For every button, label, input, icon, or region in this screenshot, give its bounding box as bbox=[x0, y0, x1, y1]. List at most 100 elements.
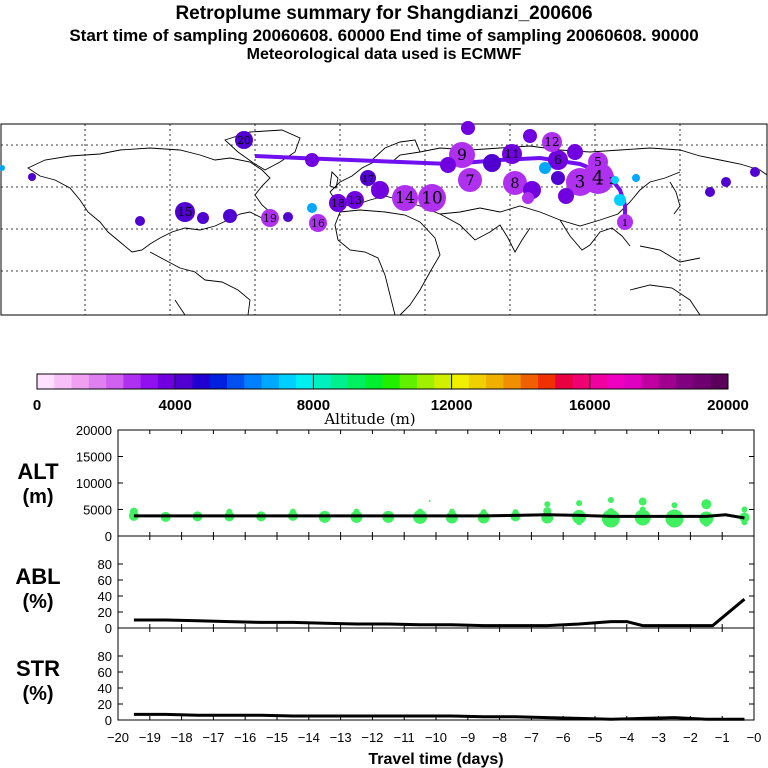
x-tick-label: −20 bbox=[107, 730, 129, 745]
plume-circle bbox=[551, 171, 565, 185]
series-line bbox=[133, 712, 745, 721]
colorbar-cell bbox=[313, 374, 332, 389]
trajectory-path bbox=[254, 154, 627, 222]
map-frame bbox=[0, 123, 768, 316]
y-tick-label: 15000 bbox=[76, 450, 112, 465]
y-tick-label: 60 bbox=[98, 665, 112, 680]
colorbar-cell bbox=[71, 374, 90, 389]
series-line bbox=[133, 598, 746, 628]
altitude-dot bbox=[607, 496, 614, 503]
colorbar-cell bbox=[399, 374, 418, 389]
y-tick-label: 60 bbox=[98, 573, 112, 588]
plume-circle bbox=[588, 152, 608, 172]
plume-circle bbox=[617, 214, 633, 230]
colorbar-cell bbox=[278, 374, 297, 389]
x-tick-label: −11 bbox=[394, 730, 415, 745]
plume-day-label: 11 bbox=[504, 147, 519, 161]
altitude-colorbar: 0 4000 8000 12000 16000 20000 Altitude (m) bbox=[33, 373, 749, 428]
altitude-dot bbox=[601, 509, 620, 528]
colorbar-cell bbox=[261, 374, 280, 389]
colorbar-cell bbox=[37, 374, 55, 389]
colorbar-title: Altitude (m) bbox=[323, 410, 415, 428]
colorbar-cell bbox=[209, 374, 228, 389]
x-tick-label: −0 bbox=[747, 730, 762, 745]
x-tick-label: −12 bbox=[361, 730, 383, 745]
altitude-dot bbox=[638, 497, 647, 506]
y-tick-label: 80 bbox=[98, 649, 112, 664]
plume-circle bbox=[614, 194, 626, 206]
plume-day-label: 1 bbox=[622, 218, 628, 229]
altitude-dot bbox=[428, 500, 431, 503]
colorbar-tick-label: 8000 bbox=[297, 397, 330, 414]
plume-circle bbox=[371, 181, 389, 199]
colorbar-cell bbox=[555, 374, 574, 389]
time-series-panels: 05000100001500020000ALT(m)020406080ABL(%… bbox=[15, 423, 761, 768]
plume-centroids bbox=[0, 121, 760, 232]
colorbar-cell bbox=[658, 374, 677, 389]
colorbar-cell bbox=[192, 374, 211, 389]
plume-day-label: 19 bbox=[263, 212, 277, 225]
altitude-dot bbox=[544, 501, 551, 508]
colorbar-cell bbox=[641, 374, 660, 389]
x-tick-label: −13 bbox=[330, 730, 352, 745]
y-tick-label: 0 bbox=[105, 713, 112, 728]
panel-frame bbox=[117, 627, 755, 721]
plume-circle bbox=[261, 209, 279, 227]
plume-circle bbox=[360, 170, 376, 186]
plume-circle bbox=[483, 154, 501, 172]
colorbar-cell bbox=[88, 374, 107, 389]
plume-circle bbox=[503, 171, 527, 195]
colorbar-cell bbox=[607, 374, 625, 389]
plume-circle bbox=[458, 168, 482, 192]
colorbar-cell bbox=[624, 374, 643, 389]
meteorological-data-note: Meteorological data used is ECMWF bbox=[246, 46, 522, 63]
plume-day-label: 4 bbox=[592, 166, 604, 189]
colorbar-tick-label: 16000 bbox=[569, 397, 611, 414]
colorbar-cell bbox=[175, 374, 193, 389]
altitude-dot bbox=[665, 509, 684, 528]
colorbar-cell bbox=[227, 374, 245, 389]
plume-day-label: 5 bbox=[594, 155, 602, 169]
colorbar-cell bbox=[244, 374, 263, 389]
x-tick-label: −6 bbox=[556, 730, 571, 745]
plume-circle bbox=[522, 192, 534, 204]
y-tick-label: 5000 bbox=[83, 503, 112, 518]
plume-day-label: 13 bbox=[348, 194, 362, 207]
colorbar-cell bbox=[54, 374, 73, 389]
plume-day-label: 10 bbox=[421, 188, 442, 208]
panel-ylabel-units: (m) bbox=[22, 486, 53, 508]
plume-circle bbox=[197, 212, 209, 224]
colorbar-tick-label: 20000 bbox=[707, 397, 749, 414]
colorbar-cell bbox=[347, 374, 366, 389]
plume-day-label: 9 bbox=[457, 146, 467, 164]
y-tick-label: 20000 bbox=[76, 423, 112, 438]
colorbar-cell bbox=[296, 374, 314, 389]
panel-frame bbox=[117, 429, 755, 537]
plume-day-label: 14 bbox=[395, 189, 415, 207]
altitude-dot bbox=[699, 511, 714, 526]
y-tick-label: 20 bbox=[98, 697, 112, 712]
x-axis-label: Travel time (days) bbox=[368, 751, 503, 768]
plume-day-label: 18 bbox=[331, 197, 345, 210]
x-tick-label: −9 bbox=[460, 730, 475, 745]
panel-frame bbox=[117, 535, 755, 629]
x-tick-label: −15 bbox=[266, 730, 288, 745]
altitude-dot bbox=[477, 511, 490, 524]
x-tick-label: −2 bbox=[683, 730, 698, 745]
plume-circle bbox=[548, 150, 568, 170]
x-tick-label: −14 bbox=[298, 730, 320, 745]
colorbar-cell bbox=[503, 374, 522, 389]
colorbar-cell bbox=[382, 374, 401, 389]
colorbar-cell bbox=[434, 374, 453, 389]
colorbar-cell bbox=[157, 374, 176, 389]
colorbar-tick-label: 12000 bbox=[431, 397, 473, 414]
altitude-dot bbox=[671, 502, 678, 509]
colorbar-cell bbox=[123, 374, 142, 389]
panel-ylabel-units: (%) bbox=[22, 683, 53, 705]
plume-circle bbox=[283, 212, 293, 222]
altitude-dot bbox=[741, 506, 748, 513]
y-tick-label: 40 bbox=[98, 589, 112, 604]
y-tick-label: 0 bbox=[105, 529, 112, 544]
